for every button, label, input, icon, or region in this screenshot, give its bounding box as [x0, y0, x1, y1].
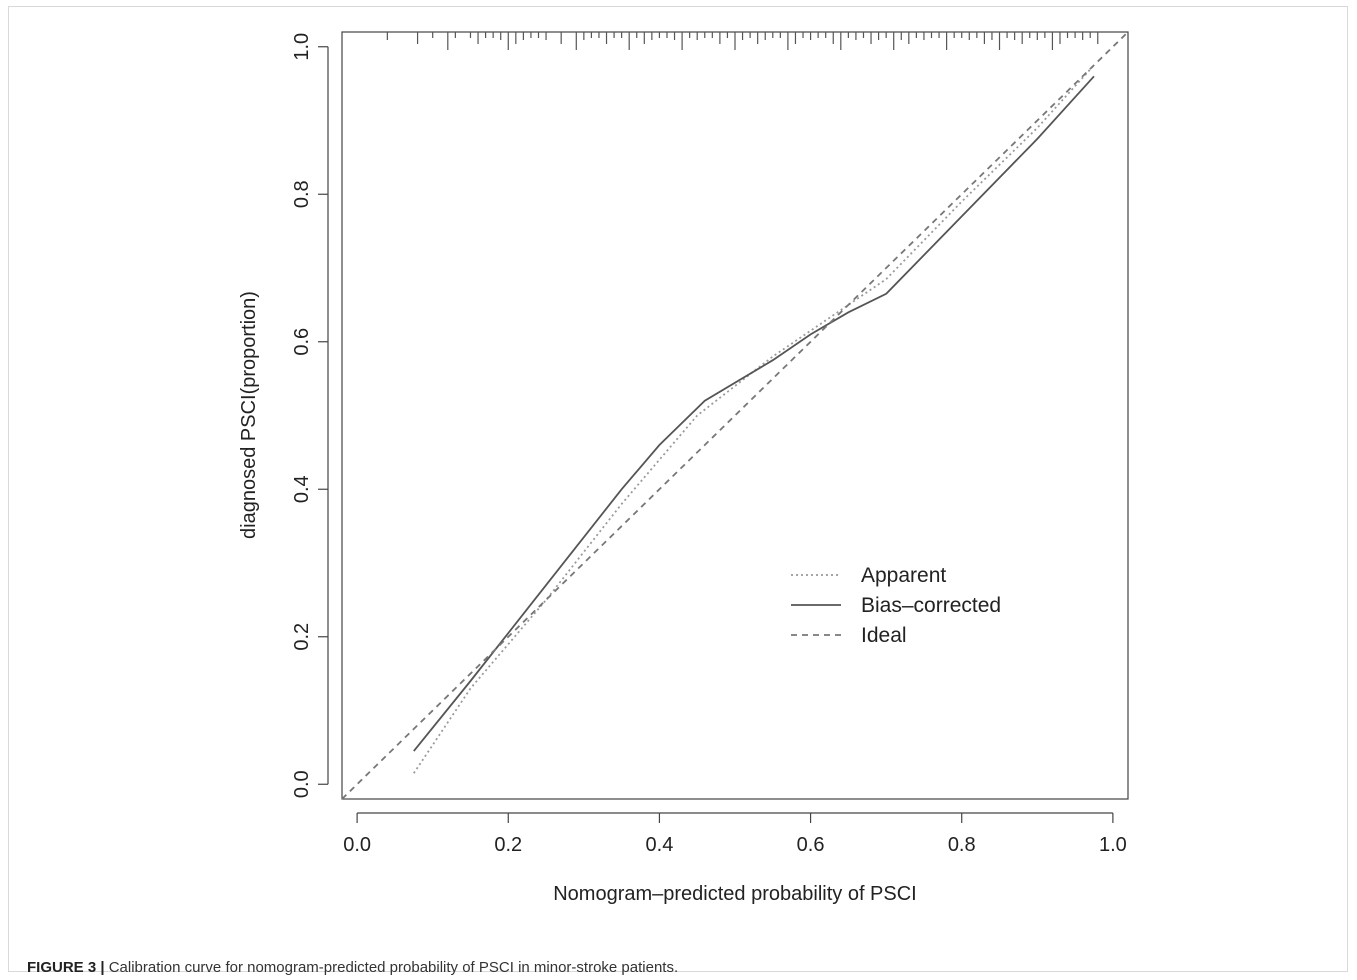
rug-marks [386, 32, 1099, 50]
y-axis: 0.0 0.2 0.4 0.6 0.8 1.0 [291, 33, 329, 798]
calibration-chart: 0.0 0.2 0.4 0.6 0.8 1.0 0.0 0.2 0.4 0.6 0.8 1.0 No… [238, 31, 1129, 905]
figure-caption-text: Calibration curve for nomogram-predicted… [108, 959, 679, 976]
plot-area [341, 31, 1129, 800]
x-axis-label: Nomogram–predicted probability of PSCI [553, 883, 917, 905]
x-tick-label: 0.0 [343, 834, 371, 856]
series-line-solid [413, 75, 1095, 752]
x-tick-label: 1.0 [1099, 834, 1127, 856]
figure-caption: FIGURE 3 | Calibration curve for nomogra… [27, 959, 678, 976]
legend-label: Bias–corrected [861, 594, 1001, 617]
x-axis: 0.0 0.2 0.4 0.6 0.8 1.0 [343, 812, 1127, 856]
series-line-dotted [413, 64, 1095, 774]
y-tick-label: 0.6 [291, 328, 313, 356]
figure-label: FIGURE 3 | [27, 959, 105, 976]
legend-label: Ideal [861, 624, 907, 647]
series-lines [341, 31, 1129, 800]
y-tick-label: 0.4 [291, 475, 313, 503]
y-tick-label: 0.8 [291, 180, 313, 208]
y-tick-label: 1.0 [291, 33, 313, 61]
figure-frame: 0.0 0.2 0.4 0.6 0.8 1.0 0.0 0.2 0.4 0.6 0.8 1.0 No… [8, 6, 1348, 976]
x-tick-label: 0.2 [494, 834, 522, 856]
series-line-dashed [341, 31, 1129, 800]
y-axis-label: diagnosed PSCI(proportion) [238, 291, 260, 539]
x-tick-label: 0.4 [646, 834, 674, 856]
x-tick-label: 0.6 [797, 834, 825, 856]
y-tick-label: 0.2 [291, 623, 313, 651]
x-tick-label: 0.8 [948, 834, 976, 856]
y-tick-label: 0.0 [291, 770, 313, 798]
legend: Apparent Bias–corrected Ideal [791, 564, 1001, 647]
legend-label: Apparent [861, 564, 946, 587]
